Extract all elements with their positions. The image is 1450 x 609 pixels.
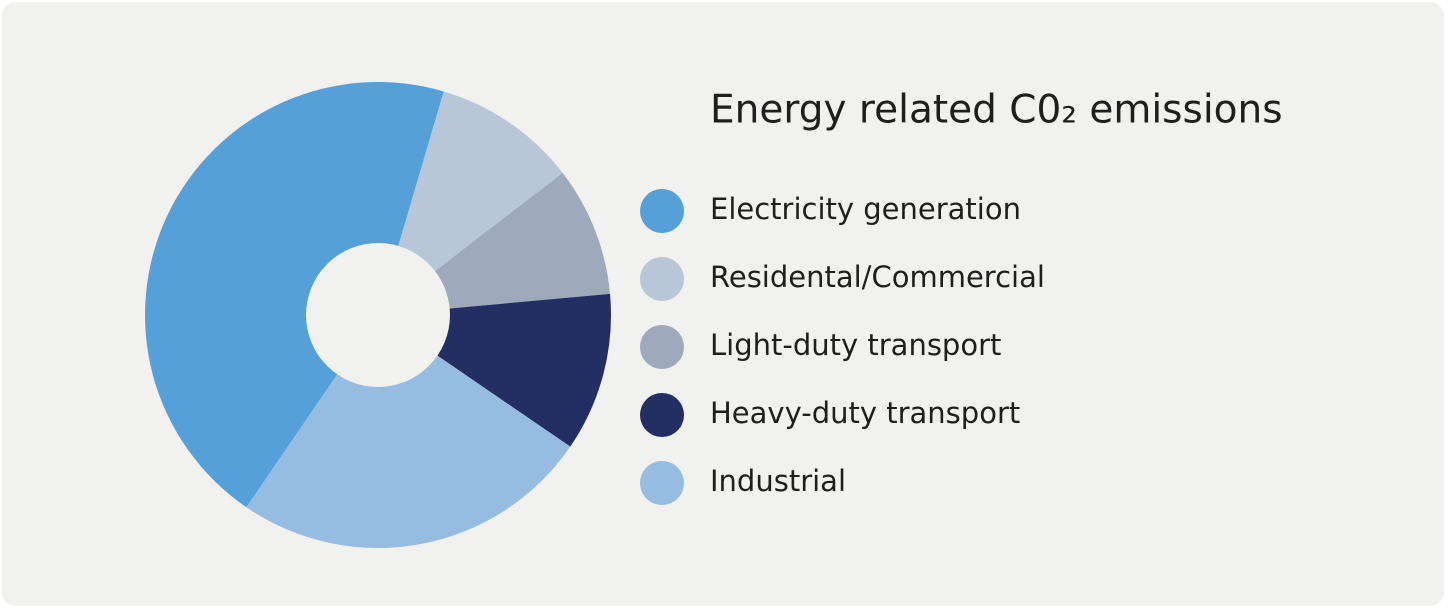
legend-swatch [640, 325, 684, 369]
chart-title: Energy related C0₂ emissions [710, 88, 1283, 133]
slice [246, 315, 571, 548]
legend-label: Light-duty transport [710, 328, 1001, 362]
legend-swatch [640, 393, 684, 437]
donut-hole [306, 243, 450, 387]
slice [144, 81, 444, 508]
legend-label: Electricity generation [710, 192, 1021, 226]
legend-swatch [640, 461, 684, 505]
legend-label: Industrial [710, 464, 846, 498]
legend-swatch [640, 189, 684, 233]
slice [378, 91, 563, 315]
legend-label: Residental/Commercial [710, 260, 1045, 294]
legend-label: Heavy-duty transport [710, 396, 1020, 430]
legend-swatch [640, 257, 684, 301]
